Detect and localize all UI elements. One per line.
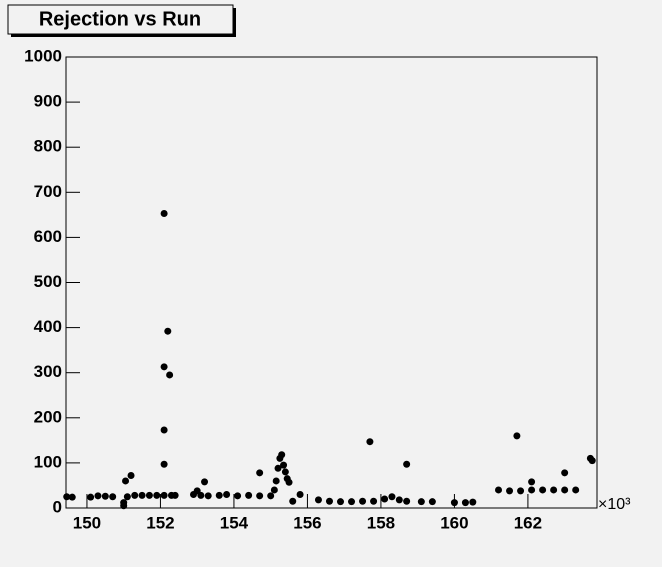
point	[201, 478, 209, 486]
point	[256, 469, 264, 477]
point	[528, 478, 536, 486]
chart-title: Rejection vs Run	[39, 8, 201, 30]
point	[280, 461, 288, 469]
point	[469, 498, 477, 506]
y-tick-label: 200	[34, 407, 62, 426]
point	[120, 499, 128, 507]
point	[403, 497, 411, 505]
x-tick-label: 152	[146, 513, 174, 532]
point	[550, 486, 558, 494]
point	[166, 371, 174, 379]
point	[122, 477, 130, 485]
point	[370, 497, 378, 505]
plot-frame	[65, 56, 598, 509]
y-tick-label: 500	[34, 272, 62, 291]
point	[197, 491, 205, 499]
point	[296, 490, 304, 498]
point	[506, 487, 514, 495]
point	[145, 491, 153, 499]
point	[87, 493, 95, 501]
point	[94, 492, 102, 500]
point	[160, 363, 168, 371]
point	[395, 496, 403, 504]
point	[359, 497, 367, 505]
point	[281, 468, 289, 476]
point	[160, 491, 168, 499]
point	[285, 478, 293, 486]
point	[123, 493, 131, 501]
point	[272, 477, 280, 485]
point	[68, 493, 76, 501]
point	[366, 438, 374, 446]
point	[388, 493, 396, 501]
point	[274, 464, 282, 472]
point	[428, 498, 436, 506]
point	[450, 499, 458, 507]
point	[461, 499, 469, 507]
point	[381, 495, 389, 503]
point	[131, 491, 139, 499]
point	[109, 493, 117, 501]
point	[403, 460, 411, 468]
point	[417, 498, 425, 506]
title-box	[7, 4, 234, 35]
y-tick-label: 700	[34, 182, 62, 201]
point	[101, 492, 109, 500]
point	[561, 469, 569, 477]
y-tick-label: 900	[34, 92, 62, 111]
point	[215, 491, 223, 499]
point	[204, 492, 212, 500]
x-tick-label: 158	[367, 513, 395, 532]
point	[588, 457, 596, 465]
point	[495, 486, 503, 494]
y-tick-label: 400	[34, 317, 62, 336]
point	[160, 426, 168, 434]
point	[160, 460, 168, 468]
point	[267, 492, 275, 500]
point	[513, 432, 521, 440]
y-tick-label: 0	[53, 497, 62, 516]
point	[528, 486, 536, 494]
point	[160, 209, 168, 217]
point	[572, 486, 580, 494]
x-tick-label: 156	[293, 513, 321, 532]
point	[517, 487, 525, 495]
point	[256, 492, 264, 500]
y-tick-label: 600	[34, 227, 62, 246]
point	[278, 451, 286, 459]
point	[289, 497, 297, 505]
point	[223, 490, 231, 498]
y-tick-label: 300	[34, 362, 62, 381]
point	[325, 497, 333, 505]
y-tick-label: 1000	[24, 46, 62, 65]
point	[234, 492, 242, 500]
x-tick-label: 162	[514, 513, 542, 532]
point	[164, 327, 172, 335]
point	[138, 491, 146, 499]
point	[153, 491, 161, 499]
point	[539, 486, 547, 494]
point	[270, 486, 278, 494]
x-tick-label: 160	[440, 513, 468, 532]
point	[348, 498, 356, 506]
y-tick-label: 800	[34, 137, 62, 156]
point	[245, 491, 253, 499]
x-multiplier: ×10³	[598, 496, 631, 513]
point	[337, 498, 345, 506]
point	[171, 491, 179, 499]
point	[127, 472, 135, 480]
y-tick-label: 100	[34, 452, 62, 471]
x-tick-label: 150	[73, 513, 101, 532]
point	[314, 496, 322, 504]
point	[63, 493, 71, 501]
x-tick-label: 154	[220, 513, 249, 532]
point	[561, 486, 569, 494]
